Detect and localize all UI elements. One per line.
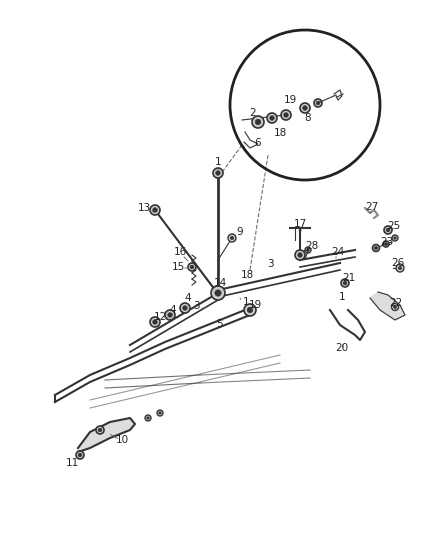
- Text: 14: 14: [213, 278, 226, 288]
- Circle shape: [383, 226, 391, 234]
- Circle shape: [98, 428, 102, 432]
- Text: 15: 15: [171, 262, 184, 272]
- Circle shape: [211, 286, 225, 300]
- Text: 11: 11: [65, 458, 78, 468]
- Circle shape: [152, 208, 157, 212]
- Circle shape: [372, 245, 378, 252]
- Circle shape: [215, 171, 220, 175]
- Circle shape: [398, 266, 401, 270]
- Circle shape: [76, 451, 84, 459]
- Text: 5: 5: [216, 319, 223, 329]
- Text: 27: 27: [364, 202, 378, 212]
- Circle shape: [150, 205, 159, 215]
- Circle shape: [302, 106, 307, 110]
- Text: 16: 16: [173, 247, 186, 257]
- Circle shape: [294, 250, 304, 260]
- Circle shape: [227, 234, 236, 242]
- Circle shape: [214, 290, 221, 296]
- Text: 17: 17: [293, 219, 306, 229]
- Text: 2: 2: [249, 108, 256, 118]
- Circle shape: [384, 243, 386, 245]
- Text: 28: 28: [305, 241, 318, 251]
- Circle shape: [187, 263, 195, 271]
- Circle shape: [315, 101, 319, 105]
- Text: 26: 26: [391, 258, 404, 268]
- Text: 13: 13: [137, 203, 150, 213]
- Text: 1: 1: [242, 297, 249, 307]
- Circle shape: [299, 103, 309, 113]
- Circle shape: [157, 410, 162, 416]
- Text: 19: 19: [283, 95, 296, 105]
- Circle shape: [306, 249, 308, 251]
- Circle shape: [230, 237, 233, 240]
- Text: 4: 4: [184, 293, 191, 303]
- Circle shape: [374, 246, 377, 249]
- Circle shape: [145, 415, 151, 421]
- Circle shape: [266, 113, 276, 123]
- Circle shape: [391, 235, 397, 241]
- Circle shape: [343, 281, 346, 285]
- Circle shape: [391, 303, 398, 311]
- Circle shape: [269, 116, 274, 120]
- Circle shape: [182, 306, 187, 310]
- Text: 3: 3: [266, 259, 273, 269]
- Circle shape: [393, 305, 396, 309]
- Circle shape: [180, 303, 190, 313]
- Circle shape: [165, 310, 175, 320]
- Circle shape: [96, 426, 104, 434]
- Circle shape: [78, 453, 81, 457]
- Text: 1: 1: [214, 157, 221, 167]
- Circle shape: [190, 265, 193, 269]
- Circle shape: [251, 116, 263, 128]
- Text: 25: 25: [386, 221, 400, 231]
- Text: 3: 3: [192, 301, 199, 311]
- Circle shape: [167, 313, 172, 317]
- Text: 24: 24: [331, 247, 344, 257]
- Circle shape: [393, 237, 396, 239]
- Text: 20: 20: [335, 343, 348, 353]
- Text: 23: 23: [379, 237, 393, 247]
- Circle shape: [280, 110, 290, 120]
- Text: 18: 18: [240, 270, 253, 280]
- Circle shape: [385, 228, 389, 232]
- Circle shape: [244, 304, 255, 316]
- Text: 12: 12: [153, 312, 166, 322]
- Circle shape: [395, 264, 403, 272]
- Circle shape: [150, 317, 159, 327]
- Circle shape: [247, 308, 252, 313]
- Text: 9: 9: [236, 227, 243, 237]
- Circle shape: [255, 119, 260, 125]
- Circle shape: [340, 279, 348, 287]
- Text: 10: 10: [115, 435, 128, 445]
- Text: 18: 18: [273, 128, 286, 138]
- Text: 4: 4: [170, 305, 176, 315]
- Circle shape: [382, 241, 388, 247]
- Circle shape: [283, 113, 288, 117]
- Text: 1: 1: [338, 292, 345, 302]
- Text: 6: 6: [254, 138, 261, 148]
- Circle shape: [297, 253, 301, 257]
- Text: 21: 21: [342, 273, 355, 283]
- Circle shape: [159, 412, 161, 414]
- Circle shape: [304, 247, 310, 253]
- Polygon shape: [369, 292, 404, 320]
- Polygon shape: [78, 418, 135, 452]
- Circle shape: [152, 320, 157, 324]
- Text: 22: 22: [389, 298, 402, 308]
- Text: 7: 7: [301, 250, 307, 260]
- Circle shape: [212, 168, 223, 178]
- Circle shape: [146, 417, 149, 419]
- Circle shape: [313, 99, 321, 107]
- Text: 19: 19: [248, 300, 261, 310]
- Text: 8: 8: [304, 113, 311, 123]
